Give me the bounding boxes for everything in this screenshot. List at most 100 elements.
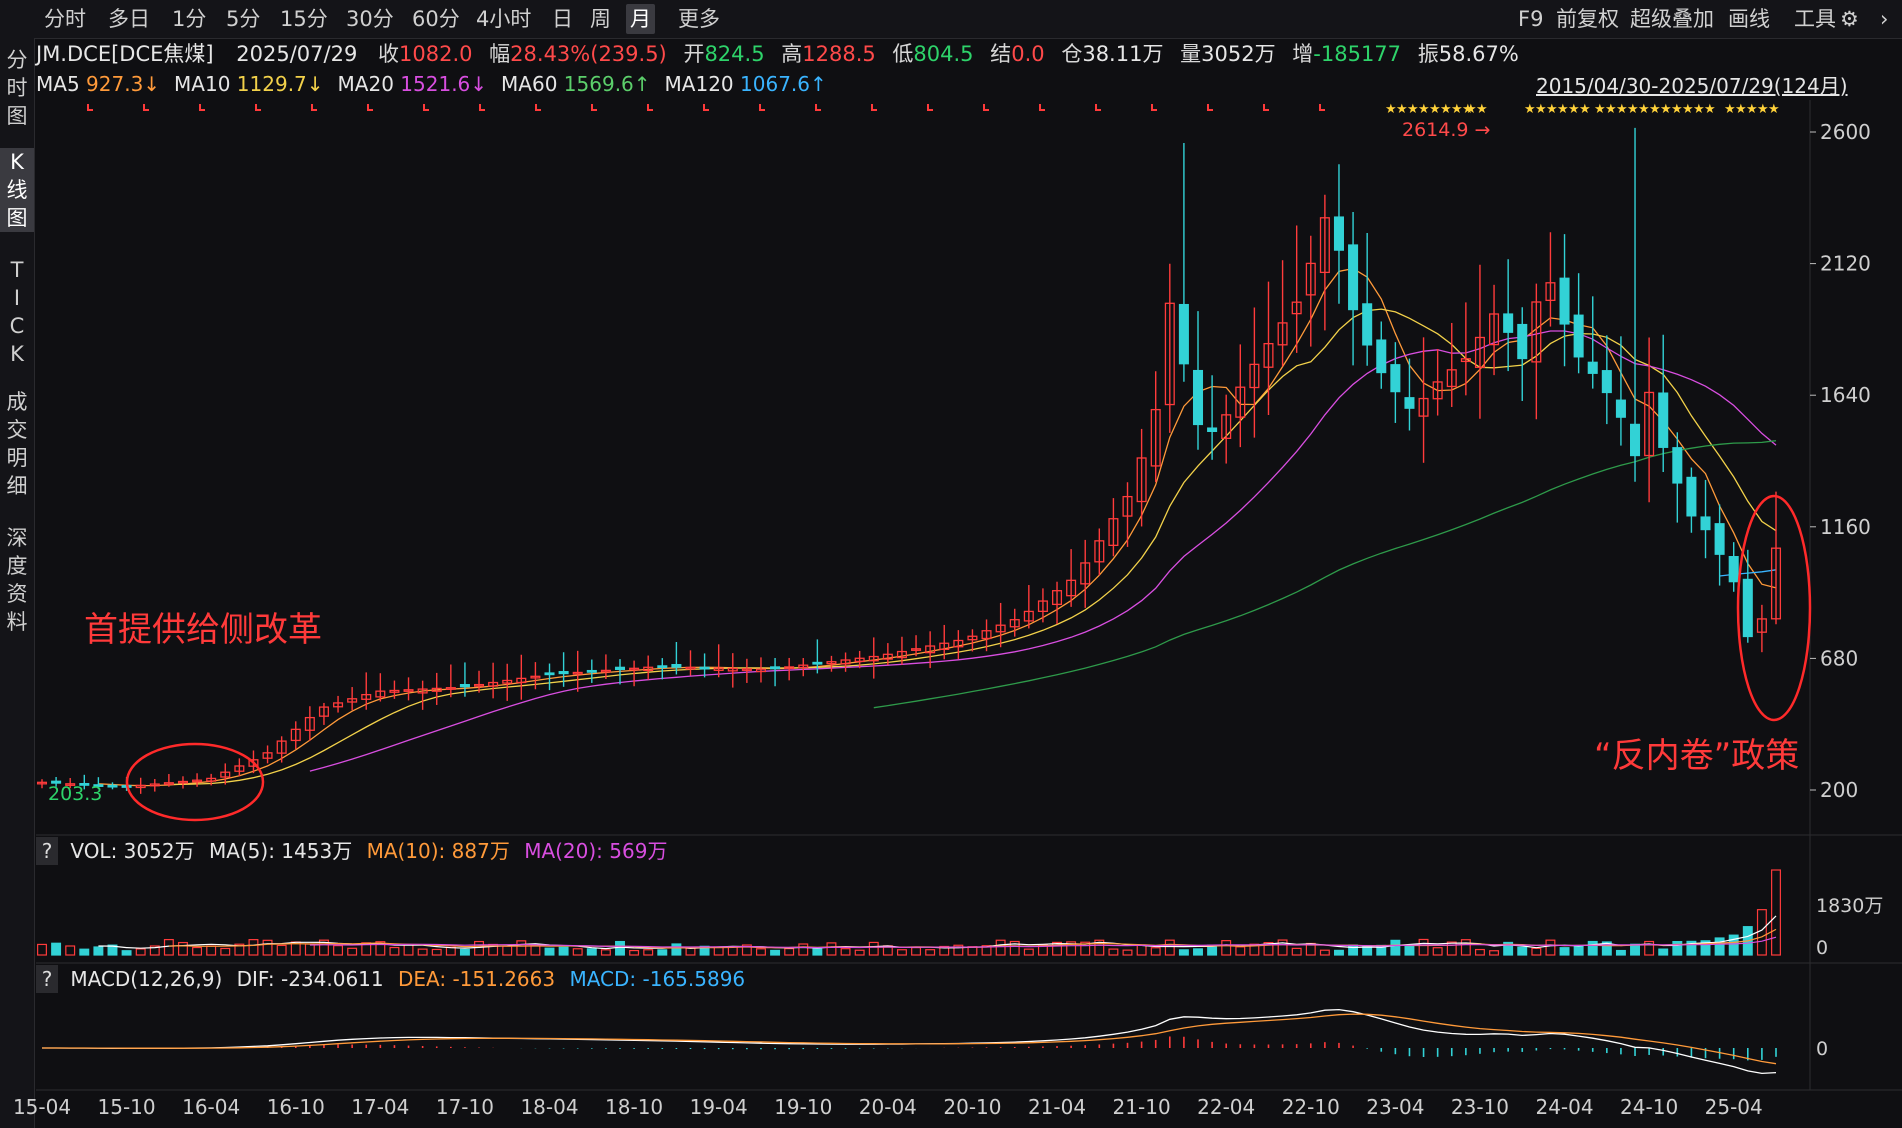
tool-4[interactable]: 工具 <box>1794 7 1836 31</box>
volume-bar-23 <box>361 942 372 956</box>
volume-bar-22 <box>347 947 358 956</box>
volume-bar-57 <box>840 948 851 956</box>
low-label: 低 <box>892 42 914 66</box>
candle-body-60 <box>882 653 893 660</box>
candle-body-57 <box>840 659 851 665</box>
volume-bar-116 <box>1672 940 1683 956</box>
chevron-right-icon[interactable]: › <box>1880 7 1889 31</box>
volume-bar-3 <box>79 948 90 956</box>
macd-help-icon[interactable]: ? <box>36 965 58 993</box>
sidebar-item-0[interactable]: 分时图 <box>6 48 28 128</box>
signal-marker-7 <box>479 104 485 111</box>
candle-body-53 <box>784 666 795 670</box>
volume-bar-117 <box>1686 940 1697 956</box>
volume-bar-103 <box>1489 950 1500 956</box>
x-tick-label-6: 18-04 <box>520 1095 578 1119</box>
x-tick-label-10: 20-04 <box>859 1095 917 1119</box>
timeframe-2[interactable]: 1分 <box>172 7 207 31</box>
star-icon-1: ★ <box>1396 102 1408 117</box>
volume-bar-105 <box>1517 946 1528 956</box>
signal-marker-12 <box>759 104 765 111</box>
volume-bar-20 <box>318 939 329 956</box>
timeframe-1[interactable]: 多日 <box>108 7 150 31</box>
volume-bar-119 <box>1714 937 1725 956</box>
ma120-line <box>1719 569 1777 577</box>
tool-0[interactable]: F9 <box>1518 7 1544 31</box>
signal-marker-1 <box>143 104 149 111</box>
timeframe-7[interactable]: 4小时 <box>476 7 532 31</box>
volume-bar-2 <box>65 945 76 956</box>
candle-body-35 <box>530 675 541 679</box>
volume-bar-102 <box>1474 948 1485 956</box>
volume-bar-33 <box>502 945 513 956</box>
volume-bar-79 <box>1150 947 1161 956</box>
volume-bar-27 <box>417 948 428 956</box>
volume-bar-90 <box>1305 942 1316 956</box>
star-icon-20: ★ <box>1638 102 1650 117</box>
tool-2[interactable]: 超级叠加 <box>1630 7 1714 31</box>
sidebar-item-3[interactable]: 成交明细 <box>6 390 28 498</box>
candle-body-29 <box>445 687 456 690</box>
candle-body-51 <box>755 668 766 673</box>
star-icon-2: ★ <box>1407 102 1419 117</box>
candle-body-112 <box>1615 399 1626 418</box>
volume-bar-66 <box>967 946 978 956</box>
signal-marker-4 <box>311 104 317 111</box>
volume-bar-31 <box>474 940 484 956</box>
candle-body-30 <box>459 683 470 688</box>
volume-bar-95 <box>1376 944 1387 956</box>
timeframe-0[interactable]: 分时 <box>44 7 86 31</box>
candle-body-92 <box>1333 216 1344 251</box>
volume-bar-14 <box>234 943 245 956</box>
tool-1[interactable]: 前复权 <box>1556 7 1619 31</box>
volume-bar-19 <box>304 943 315 956</box>
date-range[interactable]: 2015/04/30-2025/07/29(124月) <box>1536 74 1848 98</box>
x-tick-label-3: 16-10 <box>267 1095 325 1119</box>
timeframe-9[interactable]: 周 <box>590 7 611 31</box>
timeframe-5[interactable]: 30分 <box>346 7 394 31</box>
volume-bar-56 <box>826 942 837 956</box>
x-tick-label-20: 25-04 <box>1705 1095 1763 1119</box>
tool-3[interactable]: 画线 <box>1728 7 1770 31</box>
volume-bar-107 <box>1545 939 1556 956</box>
volume-bar-85 <box>1235 946 1246 956</box>
volume-bar-76 <box>1108 948 1119 956</box>
candle-body-0 <box>36 781 48 785</box>
volume-bar-104 <box>1503 941 1514 956</box>
open-label: 开 <box>683 42 705 66</box>
x-tick-label-4: 17-04 <box>351 1095 409 1119</box>
star-icon-16: ★ <box>1594 102 1606 117</box>
volume-bar-118 <box>1700 940 1711 956</box>
sidebar-item-4[interactable]: 深度资料 <box>6 526 28 634</box>
volume-bar-18 <box>290 941 301 956</box>
candle-body-67 <box>981 630 992 640</box>
vol-help-icon[interactable]: ? <box>36 837 58 865</box>
volume-bar-45 <box>671 943 682 956</box>
timeframe-4[interactable]: 15分 <box>280 7 328 31</box>
candle-body-109 <box>1573 314 1584 358</box>
ma-value-ma10: 1129.7↓ <box>236 72 324 96</box>
oichg-label: 增 <box>1292 42 1314 66</box>
candle-body-83 <box>1207 427 1218 433</box>
timeframe-3[interactable]: 5分 <box>226 7 261 31</box>
candle-body-90 <box>1305 262 1316 296</box>
candle-body-59 <box>868 655 879 662</box>
timeframe-6[interactable]: 60分 <box>412 7 460 31</box>
candle-body-41 <box>614 666 626 671</box>
timeframe-11[interactable]: 更多 <box>678 7 720 31</box>
volume-bar-110 <box>1587 940 1598 956</box>
volume-bar-40 <box>600 949 611 956</box>
volume-bar-83 <box>1207 944 1218 956</box>
timeframe-8[interactable]: 日 <box>552 7 573 31</box>
low-value: 804.5 <box>913 42 974 66</box>
volume-bar-49 <box>727 945 738 956</box>
gear-icon[interactable]: ⚙ <box>1840 7 1859 31</box>
star-icon-18: ★ <box>1616 102 1628 117</box>
candle-body-123 <box>1770 547 1782 620</box>
candle-body-61 <box>896 650 907 659</box>
candle-body-15 <box>248 759 259 767</box>
timeframe-10[interactable]: 月 <box>626 4 655 34</box>
